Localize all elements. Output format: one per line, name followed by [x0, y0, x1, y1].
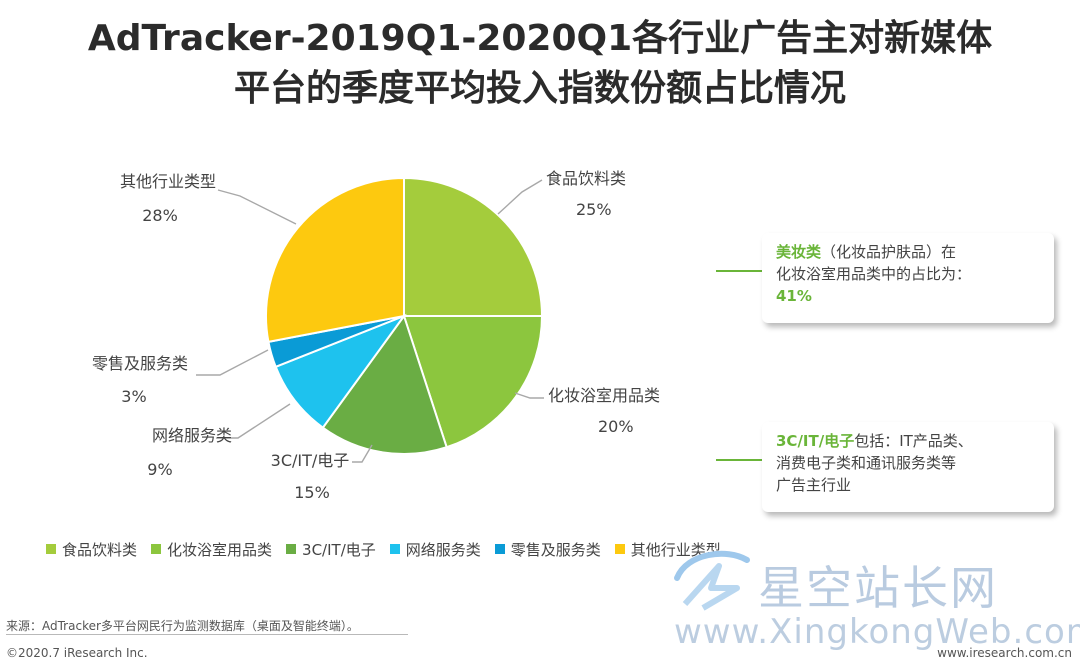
source-note: 来源：AdTracker多平台网民行为监测数据库（桌面及智能终端）。 [6, 619, 359, 633]
slice-value-3: 9% [147, 460, 172, 479]
legend-item-5: 其他行业类型 [614, 539, 721, 560]
slice-label-2: 3C/IT/电子 [271, 451, 350, 470]
copyright: ©2020.7 iResearch Inc. [6, 646, 148, 660]
title-line-1: AdTracker-2019Q1-2020Q1各行业广告主对新媒体 [87, 18, 993, 59]
note-2-text-1: 包括：IT产品类、 [854, 432, 973, 450]
note-2-text-2: 消费电子类和通讯服务类等 [776, 454, 957, 472]
note-2-connector [716, 459, 762, 461]
note-1-connector [716, 270, 762, 272]
slice-value-0: 25% [576, 200, 612, 219]
note-cosmetics: 美妆类（化妆品护肤品）在 化妆浴室用品类中的占比为： 41% [762, 233, 1054, 323]
legend-label-3: 网络服务类 [405, 540, 481, 559]
legend-swatch-0 [46, 544, 56, 554]
leader-line-2 [352, 444, 373, 463]
note-1-text-1: （化妆品护肤品）在 [821, 243, 957, 261]
note-1-text-2: 化妆浴室用品类中的占比为： [776, 265, 972, 283]
legend-label-2: 3C/IT/电子 [302, 540, 376, 559]
chart-title: AdTracker-2019Q1-2020Q1各行业广告主对新媒体 平台的季度平… [0, 14, 1080, 114]
footer-divider [6, 634, 408, 635]
pie-slice-5 [265, 176, 405, 344]
slice-label-5: 其他行业类型 [120, 172, 216, 191]
pie-slice-2 [321, 313, 448, 455]
site-url: www.iresearch.com.cn [937, 646, 1072, 660]
slice-value-4: 3% [121, 387, 146, 406]
leader-line-3 [216, 403, 291, 439]
legend-swatch-1 [151, 544, 162, 554]
slice-value-5: 28% [142, 206, 178, 225]
watermark-logo-icon [674, 550, 750, 611]
slice-value-2: 15% [294, 483, 330, 502]
legend-item-3: 网络服务类 [389, 539, 481, 560]
slice-label-0: 食品饮料类 [546, 169, 626, 188]
legend-swatch-5 [614, 544, 625, 554]
slice-label-1: 化妆浴室用品类 [548, 386, 660, 405]
note-1-percent: 41% [776, 287, 812, 305]
legend-swatch-2 [286, 544, 297, 554]
note-2-text-3: 广告主行业 [776, 476, 852, 494]
slice-value-1: 20% [598, 417, 634, 436]
leader-line-5 [217, 189, 297, 225]
legend-label-4: 零售及服务类 [510, 540, 601, 559]
slice-label-3: 网络服务类 [152, 426, 232, 445]
note-2-highlight: 3C/IT/电子 [776, 432, 855, 450]
legend-label-1: 化妆浴室用品类 [167, 540, 273, 559]
leader-line-0 [497, 179, 543, 215]
note-3c-it: 3C/IT/电子包括：IT产品类、 消费电子类和通讯服务类等 广告主行业 [762, 422, 1054, 512]
watermark-cn: 星空站长网 [758, 561, 998, 615]
legend-item-4: 零售及服务类 [494, 539, 601, 560]
pie-slice-1 [402, 315, 544, 449]
note-1-highlight: 美妆类 [776, 243, 822, 261]
title-line-2: 平台的季度平均投入指数份额占比情况 [233, 68, 846, 109]
legend-label-0: 食品饮料类 [62, 540, 138, 559]
legend-item-0: 食品饮料类 [46, 539, 137, 560]
chart-legend: 食品饮料类 化妆浴室用品类 3C/IT/电子 网络服务类 零售及服务类 其他行业类型 [46, 537, 735, 561]
slice-label-4: 零售及服务类 [92, 354, 188, 373]
pie-slice-0 [403, 176, 544, 317]
legend-label-5: 其他行业类型 [630, 540, 721, 559]
legend-item-2: 3C/IT/电子 [286, 539, 376, 560]
legend-item-1: 化妆浴室用品类 [151, 539, 272, 560]
leader-line-1 [514, 392, 544, 399]
legend-swatch-4 [494, 544, 505, 554]
watermark-en: www.XingkongWeb.com [674, 612, 1080, 652]
leader-line-4 [196, 349, 269, 376]
legend-swatch-3 [389, 544, 400, 554]
